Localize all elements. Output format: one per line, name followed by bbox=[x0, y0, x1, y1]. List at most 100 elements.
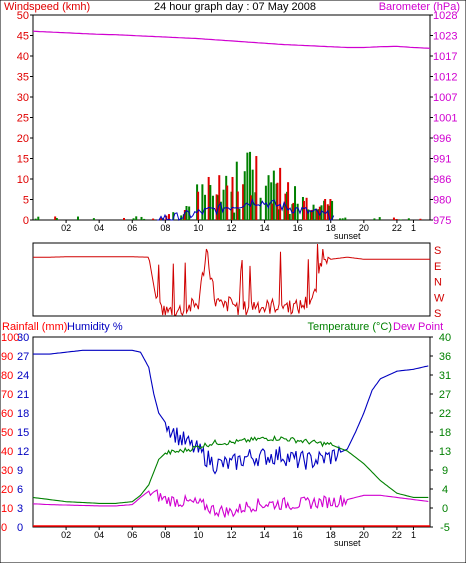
hour-tick-label: 12 bbox=[226, 530, 236, 540]
average-wind-line bbox=[157, 198, 335, 222]
wind-tick-label: 30 bbox=[17, 92, 29, 104]
hour-tick-label: 20 bbox=[359, 223, 369, 233]
direction-line bbox=[33, 243, 430, 317]
humidity-temperature-panel: Rainfall (mm) Humidity % Temperature (°C… bbox=[1, 321, 451, 548]
dewpoint-axis-label: Dew Point bbox=[393, 321, 443, 333]
hour-tick-label: 08 bbox=[160, 223, 170, 233]
hour-tick-label: 20 bbox=[359, 530, 369, 540]
wind-tick-label: 35 bbox=[17, 72, 29, 84]
humidity-tick-label: 21 bbox=[17, 389, 29, 401]
hour-tick-label: 02 bbox=[61, 530, 71, 540]
temperature-tick-label: 18 bbox=[439, 427, 451, 439]
hour-tick-label: 02 bbox=[61, 223, 71, 233]
temperature-tick-label: 4 bbox=[442, 484, 448, 496]
barometer-tick-label: 1017 bbox=[433, 51, 457, 63]
rainfall-tick-label: 30 bbox=[1, 465, 13, 477]
humidity-tick-label: 12 bbox=[17, 446, 29, 458]
humidity-tick-label: 15 bbox=[17, 427, 29, 439]
humidity-lines bbox=[32, 349, 430, 527]
windspeed-axis-label: Windspeed (kmh) bbox=[4, 1, 90, 13]
temperature-tick-label: 13 bbox=[439, 446, 451, 458]
barometer-tick-label: 980 bbox=[433, 195, 451, 207]
hour-tick-label: 14 bbox=[260, 530, 270, 540]
temperature-line bbox=[32, 434, 429, 504]
hour-tick-label: 22 bbox=[392, 223, 402, 233]
temperature-axis-label: Temperature (°C) bbox=[308, 321, 392, 333]
hour-tick-label: 10 bbox=[193, 223, 203, 233]
barometer-tick-label: 1023 bbox=[433, 31, 457, 43]
barometer-tick-label: 1001 bbox=[433, 113, 457, 125]
hour-tick-label: 08 bbox=[160, 530, 170, 540]
wind-bars bbox=[34, 151, 422, 220]
rainfall-tick-label: 20 bbox=[1, 484, 13, 496]
rainfall-tick-label: 0 bbox=[1, 522, 7, 534]
wind-tick-label: 5 bbox=[23, 195, 29, 207]
hour-tick-label: 16 bbox=[293, 530, 303, 540]
wind-tick-label: 25 bbox=[17, 113, 29, 125]
wind-lines bbox=[32, 30, 431, 222]
humidity-axis-label: Humidity % bbox=[67, 321, 123, 333]
rainfall-tick-label: 80 bbox=[1, 370, 13, 382]
rainfall-tick-label: 10 bbox=[1, 503, 13, 515]
rainfall-axis-label: Rainfall (mm) bbox=[2, 321, 67, 333]
compass-label: S bbox=[434, 245, 441, 257]
chart-title: 24 hour graph day : 07 May 2008 bbox=[154, 1, 316, 13]
temperature-tick-label: 22 bbox=[439, 408, 451, 420]
rainfall-tick-label: 90 bbox=[1, 351, 13, 363]
compass-label: E bbox=[434, 261, 441, 273]
rainfall-tick-label: 50 bbox=[1, 427, 13, 439]
hour-tick-label: 10 bbox=[193, 530, 203, 540]
barometer-axis-label: Barometer (hPa) bbox=[379, 1, 460, 13]
temperature-tick-label: 40 bbox=[439, 332, 451, 344]
temperature-tick-label: -5 bbox=[440, 522, 450, 534]
wind-tick-label: 10 bbox=[17, 174, 29, 186]
wind-tick-label: 20 bbox=[17, 133, 29, 145]
hour-tick-label: 06 bbox=[127, 530, 137, 540]
barometer-tick-label: 991 bbox=[433, 154, 451, 166]
sunset-label: sunset bbox=[334, 538, 361, 548]
barometer-tick-label: 1028 bbox=[433, 10, 457, 22]
humidity-line bbox=[33, 349, 429, 475]
compass-label: S bbox=[434, 308, 441, 320]
barometer-tick-label: 986 bbox=[433, 174, 451, 186]
compass-label: N bbox=[434, 277, 442, 289]
humidity-tick-label: 3 bbox=[17, 503, 23, 515]
hour-tick-label: 04 bbox=[94, 223, 104, 233]
hour-tick-label: 06 bbox=[127, 223, 137, 233]
wind-tick-label: 40 bbox=[17, 51, 29, 63]
humidity-tick-label: 27 bbox=[17, 351, 29, 363]
temperature-tick-label: 36 bbox=[439, 351, 451, 363]
humidity-tick-label: 0 bbox=[17, 522, 23, 534]
rainfall-tick-label: 40 bbox=[1, 446, 13, 458]
direction-plot-frame bbox=[32, 242, 431, 317]
hour-tick-label: 12 bbox=[226, 223, 236, 233]
rainfall-tick-label: 100 bbox=[1, 332, 19, 344]
compass-label: W bbox=[434, 292, 445, 304]
temperature-tick-label: 27 bbox=[439, 389, 451, 401]
temperature-tick-label: 9 bbox=[442, 465, 448, 477]
hour-tick-label: 18 bbox=[326, 223, 336, 233]
barometer-tick-label: 1007 bbox=[433, 92, 457, 104]
hour-tick-label: 16 bbox=[293, 223, 303, 233]
barometer-tick-label: 1012 bbox=[433, 72, 457, 84]
humidity-tick-label: 6 bbox=[17, 484, 23, 496]
humidity-tick-label: 18 bbox=[17, 408, 29, 420]
wind-tick-label: 15 bbox=[17, 154, 29, 166]
temperature-tick-label: 31 bbox=[439, 370, 451, 382]
temperature-tick-label: 0 bbox=[442, 503, 448, 515]
barometer-line bbox=[32, 30, 431, 49]
wind-tick-label: 0 bbox=[23, 215, 29, 227]
dewpoint-line bbox=[32, 489, 429, 518]
hour-tick-label: 04 bbox=[94, 530, 104, 540]
humidity-tick-label: 30 bbox=[17, 332, 29, 344]
hour-tick-label: 18 bbox=[326, 530, 336, 540]
wind-tick-label: 45 bbox=[17, 31, 29, 43]
humidity-tick-label: 24 bbox=[17, 370, 29, 382]
wind-tick-label: 50 bbox=[17, 10, 29, 22]
wind-barometer-panel: Windspeed (kmh) 24 hour graph day : 07 M… bbox=[4, 1, 460, 241]
wind-direction-line bbox=[33, 243, 430, 317]
